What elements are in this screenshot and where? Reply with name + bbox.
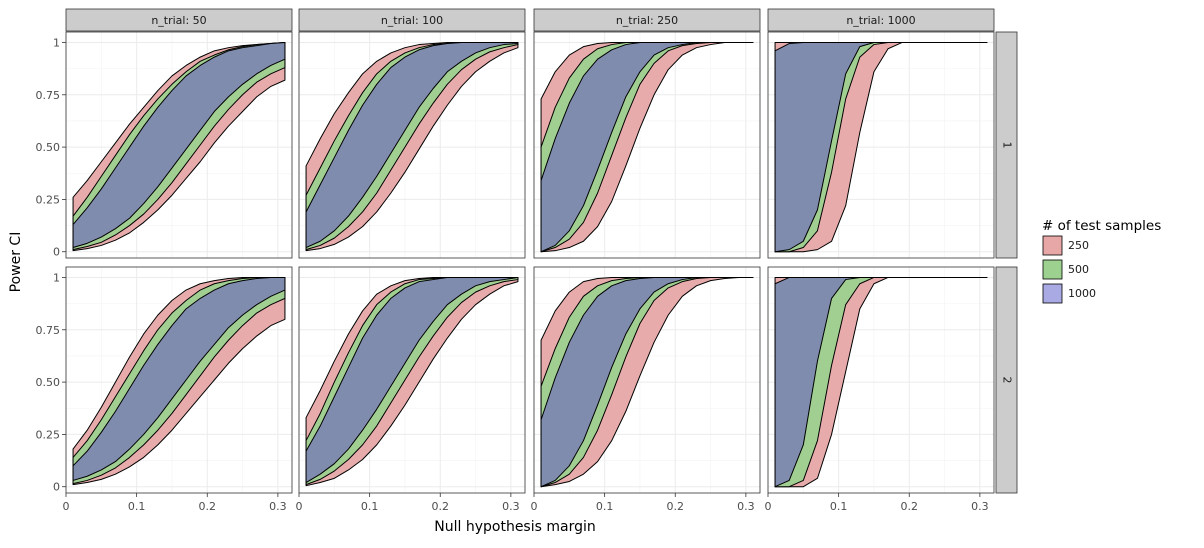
x-tick-label: 0.2 bbox=[199, 500, 217, 513]
y-tick-label: 1 bbox=[53, 36, 60, 49]
strip-right-label: 1 bbox=[1001, 142, 1014, 149]
strip-top-label: n_trial: 50 bbox=[151, 14, 206, 27]
legend-label-1000: 1000 bbox=[1068, 287, 1096, 300]
strip-top-4 bbox=[767, 8, 995, 32]
y-tick-label: 1 bbox=[53, 271, 60, 284]
panels-layer bbox=[65, 31, 995, 494]
legend-key-500 bbox=[1042, 259, 1063, 280]
x-tick-label: 0.3 bbox=[971, 500, 989, 513]
x-tick-label: 0 bbox=[765, 500, 772, 513]
ribbon-1000 bbox=[305, 41, 519, 249]
strip-top-label: n_trial: 1000 bbox=[846, 14, 915, 27]
x-tick-label: 0.2 bbox=[901, 500, 919, 513]
y-tick-label: 0.75 bbox=[36, 89, 61, 102]
legend-key-250 bbox=[1042, 235, 1063, 256]
panel-border bbox=[298, 266, 526, 494]
ribbon-1000 bbox=[540, 41, 754, 253]
legend-label-500: 500 bbox=[1068, 263, 1089, 276]
panel-border bbox=[533, 266, 761, 494]
panel-r2-c4 bbox=[767, 266, 995, 494]
strips-layer: n_trial: 50 n_trial: 100 n_trial: 250 n_tri… bbox=[65, 8, 1018, 494]
x-tick-label: 0.1 bbox=[361, 500, 379, 513]
ribbon-1000 bbox=[540, 276, 754, 488]
y-tick-label: 0 bbox=[53, 246, 60, 259]
y-tick-label: 0.75 bbox=[36, 324, 61, 337]
y-tick-label: 0.50 bbox=[36, 141, 61, 154]
strip-right-label: 2 bbox=[1001, 377, 1014, 384]
ribbon-1000 bbox=[774, 41, 988, 253]
ribbon-1000 bbox=[72, 41, 286, 249]
strip-top-1 bbox=[65, 8, 293, 32]
strip-top-2 bbox=[298, 8, 526, 32]
panel-border bbox=[65, 31, 293, 259]
strip-right-1 bbox=[995, 31, 1018, 259]
x-tick-label: 0.1 bbox=[596, 500, 614, 513]
x-tick-label: 0 bbox=[531, 500, 538, 513]
panel-r1-c1 bbox=[65, 31, 293, 259]
legend-label-250: 250 bbox=[1068, 239, 1089, 252]
y-tick-label: 0.50 bbox=[36, 376, 61, 389]
panel-r1-c2 bbox=[298, 31, 526, 259]
panel-r2-c1 bbox=[65, 266, 293, 494]
y-tick-label: 0.25 bbox=[36, 428, 61, 441]
y-tick-label: 0 bbox=[53, 481, 60, 494]
x-axis-title: Null hypothesis margin bbox=[434, 519, 595, 535]
x-tick-label: 0 bbox=[63, 500, 70, 513]
x-tick-label: 0.1 bbox=[128, 500, 146, 513]
ribbon-1000 bbox=[774, 276, 988, 488]
panel-border bbox=[533, 31, 761, 259]
x-tick-label: 0.1 bbox=[830, 500, 848, 513]
panel-border bbox=[65, 266, 293, 494]
x-tick-label: 0.2 bbox=[432, 500, 450, 513]
x-tick-label: 0.3 bbox=[269, 500, 287, 513]
legend-key-1000 bbox=[1042, 283, 1063, 304]
panel-border bbox=[767, 31, 995, 259]
panel-r2-c3 bbox=[533, 266, 761, 494]
ribbon-1000 bbox=[72, 276, 286, 481]
strip-right-2 bbox=[995, 266, 1018, 494]
ribbon-1000 bbox=[305, 276, 519, 484]
x-tick-label: 0.3 bbox=[502, 500, 520, 513]
x-tick-label: 0.2 bbox=[667, 500, 685, 513]
strip-top-label: n_trial: 100 bbox=[381, 14, 443, 27]
panel-r2-c2 bbox=[298, 266, 526, 494]
y-tick-label: 0.25 bbox=[36, 193, 61, 206]
legend-title: # of test samples bbox=[1042, 218, 1161, 234]
panel-r1-c4 bbox=[767, 31, 995, 259]
panel-border bbox=[298, 31, 526, 259]
legend-entries: 250 500 1000 bbox=[1042, 235, 1096, 304]
strip-top-3 bbox=[533, 8, 761, 32]
legend: # of test samples 250 500 1000 bbox=[1042, 218, 1161, 304]
strip-top-label: n_trial: 250 bbox=[616, 14, 678, 27]
panel-r1-c3 bbox=[533, 31, 761, 259]
x-tick-label: 0.3 bbox=[737, 500, 755, 513]
x-tick-label: 0 bbox=[296, 500, 303, 513]
y-axis-title: Power CI bbox=[8, 232, 24, 293]
panel-border bbox=[767, 266, 995, 494]
